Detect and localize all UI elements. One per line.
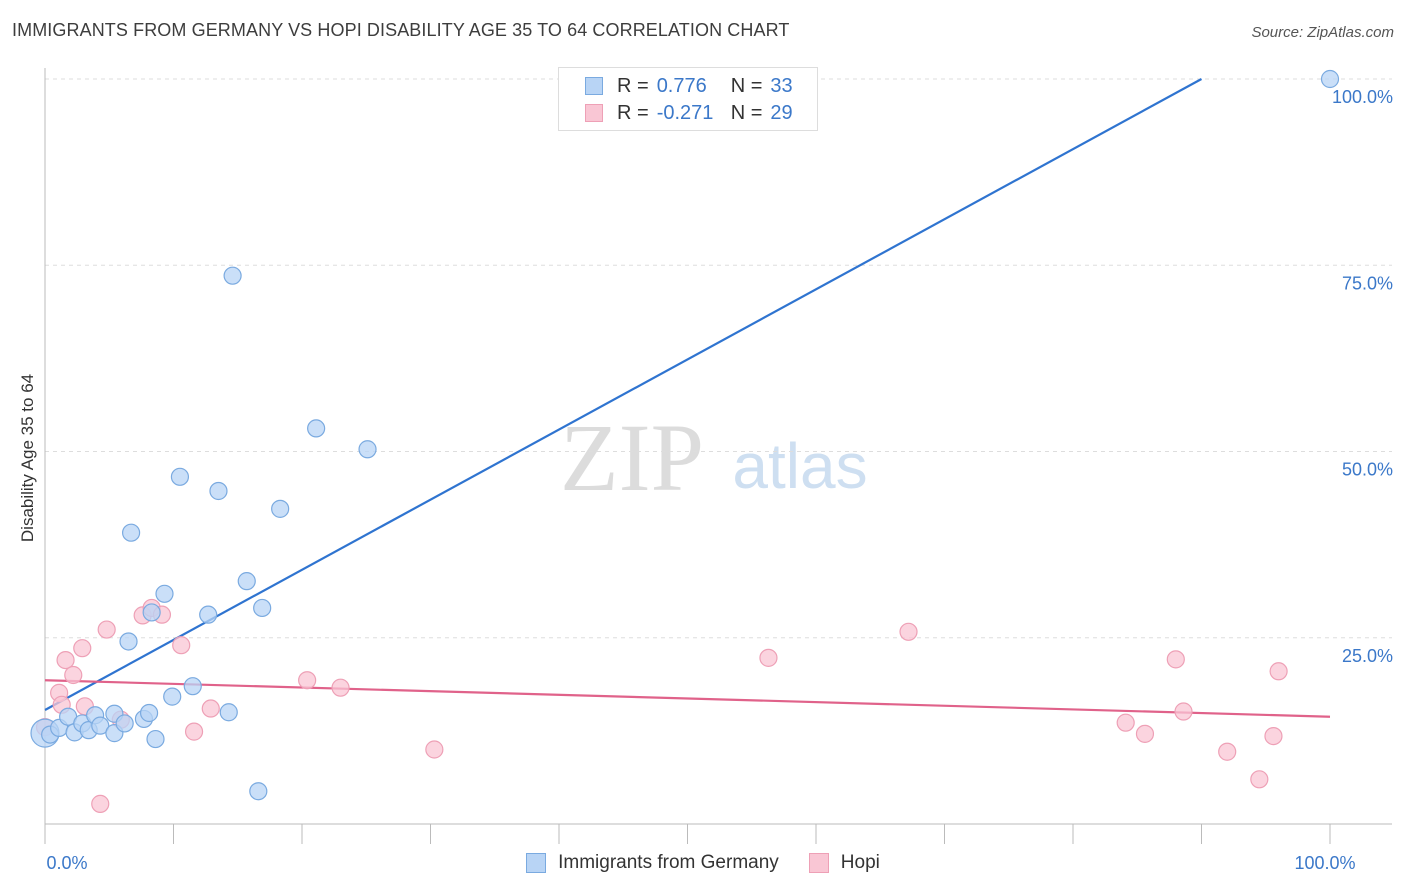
- y-tick-label: 25.0%: [1342, 646, 1393, 666]
- point-hopi: [425, 740, 444, 759]
- chart-title: IMMIGRANTS FROM GERMANY VS HOPI DISABILI…: [12, 20, 790, 40]
- point-hopi: [331, 678, 350, 697]
- y-tick-label: 100.0%: [1332, 87, 1393, 107]
- point-hopi: [1116, 713, 1135, 732]
- point-germany: [307, 419, 326, 438]
- x-tick-label: 0.0%: [46, 853, 87, 873]
- watermark-zip: ZIP: [560, 404, 704, 511]
- legend-n-label: N =: [730, 74, 763, 97]
- point-hopi: [1166, 650, 1185, 669]
- point-hopi: [1250, 770, 1269, 789]
- point-hopi: [1135, 724, 1155, 743]
- trendlines: [44, 78, 1331, 718]
- point-hopi: [64, 665, 83, 685]
- point-germany: [253, 598, 272, 618]
- point-germany: [155, 584, 174, 603]
- point-germany: [121, 523, 141, 542]
- point-hopi: [184, 722, 204, 741]
- legend-r-value: -0.271: [656, 101, 714, 124]
- trendline-germany: [44, 78, 1203, 711]
- point-germany: [91, 716, 110, 735]
- legend-n-value: 29: [770, 101, 793, 124]
- point-hopi: [172, 636, 191, 655]
- x-tick-label: 100.0%: [1294, 853, 1355, 873]
- point-germany: [139, 703, 159, 723]
- legend-row-germany: R = 0.776 N = 33: [585, 73, 793, 99]
- legend-label-germany: Immigrants from Germany: [558, 852, 779, 873]
- legend-n-label: N =: [730, 101, 763, 124]
- legend-r-label: R =: [617, 101, 649, 124]
- series-legend: Immigrants from Germany Hopi: [0, 852, 1406, 874]
- point-germany: [199, 605, 218, 624]
- point-hopi: [759, 648, 778, 667]
- point-germany: [1320, 69, 1340, 89]
- point-hopi: [1218, 742, 1237, 761]
- y-tick-label: 75.0%: [1342, 273, 1393, 293]
- point-germany: [170, 467, 190, 486]
- point-germany: [163, 687, 182, 706]
- tick-labels: 0.0% 100.0% 25.0% 50.0% 75.0% 100.0%: [46, 87, 1393, 873]
- point-hopi: [97, 620, 116, 639]
- legend-swatch-blue: [526, 853, 547, 873]
- point-hopi: [56, 650, 75, 670]
- stats-legend: R = 0.776 N = 33 R = -0.271 N = 29: [558, 67, 818, 131]
- point-germany: [209, 481, 228, 501]
- point-hopi: [201, 699, 220, 718]
- point-germany: [271, 499, 290, 518]
- point-hopi: [1269, 662, 1288, 681]
- legend-r-label: R =: [617, 74, 649, 97]
- point-hopi: [298, 671, 317, 690]
- point-germany: [142, 603, 161, 622]
- legend-item-hopi[interactable]: Hopi: [808, 852, 880, 874]
- point-germany: [183, 677, 202, 696]
- point-germany: [146, 729, 165, 749]
- watermark-atlas: atlas: [732, 430, 867, 502]
- legend-swatch-pink: [808, 853, 829, 873]
- legend-label-hopi: Hopi: [840, 852, 880, 873]
- legend-swatch-blue: [585, 77, 603, 95]
- legend-item-germany[interactable]: Immigrants from Germany: [526, 852, 779, 874]
- data-points: [30, 69, 1340, 813]
- point-hopi: [73, 639, 92, 658]
- legend-row-hopi: R = -0.271 N = 29: [585, 100, 793, 126]
- point-germany: [119, 632, 138, 651]
- gridlines: [45, 78, 1392, 639]
- axes: [44, 68, 1392, 844]
- point-germany: [223, 266, 242, 285]
- point-germany: [358, 440, 377, 459]
- point-hopi: [1174, 702, 1193, 721]
- y-tick-label: 50.0%: [1342, 460, 1393, 480]
- point-germany: [115, 714, 134, 733]
- point-germany: [249, 782, 268, 801]
- source-note: Source: ZipAtlas.com: [1251, 24, 1394, 41]
- point-hopi: [91, 794, 110, 813]
- point-germany: [219, 703, 238, 722]
- point-germany: [237, 572, 256, 591]
- point-hopi: [899, 622, 918, 641]
- trendline-hopi: [44, 679, 1331, 718]
- point-hopi: [1264, 726, 1283, 746]
- legend-n-value: 33: [770, 74, 793, 97]
- legend-swatch-pink: [585, 104, 603, 122]
- legend-r-value: 0.776: [656, 74, 707, 97]
